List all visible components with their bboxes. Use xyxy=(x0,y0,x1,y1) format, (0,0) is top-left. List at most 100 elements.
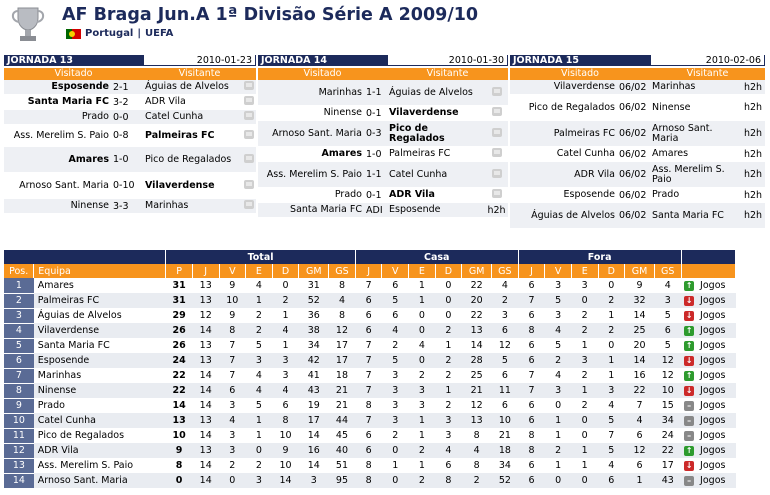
h2h-link[interactable]: h2h xyxy=(743,81,763,93)
column-header[interactable]: GM xyxy=(624,264,655,278)
tv-icon-cell[interactable] xyxy=(241,179,256,192)
column-header[interactable]: J xyxy=(192,264,220,278)
home-team[interactable]: Ass. Merelim S. Paio xyxy=(266,168,362,180)
team-name[interactable]: ADR Vila xyxy=(33,443,166,458)
h2h-link[interactable]: h2h xyxy=(743,169,763,180)
jogos-link[interactable]: Jogos xyxy=(697,353,736,368)
home-team[interactable]: Prado xyxy=(334,189,362,200)
team-name[interactable]: Arnoso Sant. Maria xyxy=(33,473,166,488)
column-header[interactable]: D xyxy=(435,264,463,278)
away-team[interactable]: Palmeiras FC xyxy=(145,129,215,141)
home-team[interactable]: Vilaverdense xyxy=(553,81,615,92)
column-header[interactable]: P xyxy=(165,264,193,278)
column-header[interactable]: E xyxy=(245,264,273,278)
away-team[interactable]: Pico de Regalados xyxy=(389,122,445,144)
away-team[interactable]: Palmeiras FC xyxy=(389,148,451,159)
match-row[interactable]: Santa Maria FC ADI Esposende h2h xyxy=(258,203,508,218)
team-name[interactable]: Esposende xyxy=(33,353,166,368)
away-team[interactable]: ADR Vila xyxy=(389,189,435,200)
home-team[interactable]: Prado xyxy=(81,111,109,122)
column-header[interactable]: GS xyxy=(491,264,519,278)
match-row[interactable]: ADR Vila 06/02 Ass. Merelim S. Paio h2h xyxy=(510,162,765,188)
jogos-link[interactable]: Jogos xyxy=(700,340,726,351)
jogos-link[interactable]: Jogos xyxy=(697,323,736,338)
org-link[interactable]: UEFA xyxy=(145,28,174,39)
tv-icon-cell[interactable] xyxy=(241,111,256,123)
away-team[interactable]: Pico de Regalados xyxy=(145,153,232,165)
away-team[interactable]: Amares xyxy=(652,148,689,159)
away-team[interactable]: Vilaverdense xyxy=(145,179,215,191)
home-team[interactable]: Amares xyxy=(321,148,362,159)
match-row[interactable]: Palmeiras FC 06/02 Arnoso Sant. Maria h2h xyxy=(510,121,765,147)
home-team[interactable]: Águias de Alvelos xyxy=(531,209,615,221)
jogos-link[interactable]: Jogos xyxy=(697,443,736,458)
home-team[interactable]: Ninense xyxy=(323,107,362,118)
away-team[interactable]: Águias de Alvelos xyxy=(145,81,229,92)
h2h-link[interactable]: h2h xyxy=(743,148,763,160)
jogos-link[interactable]: Jogos xyxy=(697,413,736,428)
home-team[interactable]: Santa Maria FC xyxy=(27,96,109,107)
match-row[interactable]: Arnoso Sant. Maria 0-3 Pico de Regalados xyxy=(258,121,508,147)
home-team[interactable]: Esposende xyxy=(51,81,109,92)
match-row[interactable]: Marinhas 1-1 Águias de Alvelos xyxy=(258,80,508,106)
tv-icon-cell[interactable] xyxy=(241,96,256,108)
match-row[interactable]: Amares 1-0 Pico de Regalados xyxy=(4,147,256,173)
team-name[interactable]: Prado xyxy=(37,400,65,411)
team-name[interactable]: Águias de Alvelos xyxy=(37,310,122,321)
home-team[interactable]: Amares xyxy=(68,153,109,165)
home-team[interactable]: Arnoso Sant. Maria xyxy=(19,179,109,191)
h2h-link[interactable]: h2h xyxy=(487,204,506,216)
home-team[interactable]: Catel Cunha xyxy=(556,148,615,159)
h2h-link[interactable]: h2h xyxy=(743,210,763,221)
match-row[interactable]: Pico de Regalados 06/02 Ninense h2h xyxy=(510,95,765,121)
h2h-link[interactable]: h2h xyxy=(743,189,763,201)
column-header[interactable]: Pos. xyxy=(4,264,35,278)
team-name[interactable]: Catel Cunha xyxy=(33,413,166,428)
jogos-link[interactable]: Jogos xyxy=(697,293,736,308)
match-row[interactable]: Esposende 2-1 Águias de Alvelos xyxy=(4,80,256,95)
away-team[interactable]: Arnoso Sant. Maria xyxy=(652,122,713,144)
match-row[interactable]: Águias de Alvelos 06/02 Santa Maria FC h2h xyxy=(510,203,765,229)
column-header[interactable]: V xyxy=(381,264,410,278)
away-team[interactable]: Prado xyxy=(652,189,680,200)
match-row[interactable]: Arnoso Sant. Maria 0-10 Vilaverdense xyxy=(4,173,256,199)
column-header[interactable]: E xyxy=(571,264,599,278)
home-team[interactable]: Palmeiras FC xyxy=(553,127,615,139)
team-name[interactable]: Marinhas xyxy=(37,370,82,381)
away-team[interactable]: Marinhas xyxy=(652,81,696,92)
column-header[interactable]: GS xyxy=(328,264,356,278)
team-name[interactable]: Ass. Merelim S. Paio xyxy=(37,460,134,471)
column-header[interactable]: D xyxy=(272,264,300,278)
away-team[interactable]: Ninense xyxy=(652,101,691,113)
match-row[interactable]: Ninense 3-3 Marinhas xyxy=(4,199,256,214)
jogos-link[interactable]: Jogos xyxy=(700,370,726,381)
tv-icon-cell[interactable] xyxy=(485,86,508,99)
home-team[interactable]: ADR Vila xyxy=(574,168,615,180)
column-header[interactable]: Equipa xyxy=(33,264,167,278)
away-team[interactable]: Marinhas xyxy=(145,200,189,211)
away-team[interactable]: Santa Maria FC xyxy=(652,209,724,221)
away-team[interactable]: Ass. Merelim S. Paio xyxy=(652,163,725,185)
tv-icon-cell[interactable] xyxy=(485,168,508,181)
away-team[interactable]: Catel Cunha xyxy=(389,168,448,180)
h2h-link[interactable]: h2h xyxy=(743,102,763,113)
match-row[interactable]: Ninense 0-1 Vilaverdense xyxy=(258,106,508,121)
tv-icon-cell[interactable] xyxy=(241,81,256,93)
away-team[interactable]: ADR Vila xyxy=(145,96,186,107)
match-row[interactable]: Ass. Merelim S. Paio 1-1 Catel Cunha xyxy=(258,162,508,188)
match-row[interactable]: Santa Maria FC 3-2 ADR Vila xyxy=(4,95,256,110)
home-team[interactable]: Pico de Regalados xyxy=(528,101,615,113)
match-row[interactable]: Prado 0-1 ADR Vila xyxy=(258,188,508,203)
match-row[interactable]: Vilaverdense 06/02 Marinhas h2h xyxy=(510,80,765,95)
home-team[interactable]: Santa Maria FC xyxy=(290,204,362,215)
column-header[interactable]: J xyxy=(518,264,546,278)
home-team[interactable]: Ass. Merelim S. Paio xyxy=(13,129,109,141)
away-team[interactable]: Catel Cunha xyxy=(145,111,204,122)
h2h-link[interactable]: h2h xyxy=(743,128,763,139)
match-row[interactable]: Prado 0-0 Catel Cunha xyxy=(4,110,256,125)
column-header[interactable]: V xyxy=(544,264,572,278)
home-team[interactable]: Marinhas xyxy=(318,86,362,98)
jogos-link[interactable]: Jogos xyxy=(700,280,726,291)
jogos-link[interactable]: Jogos xyxy=(697,473,736,488)
home-team[interactable]: Esposende xyxy=(563,189,616,200)
